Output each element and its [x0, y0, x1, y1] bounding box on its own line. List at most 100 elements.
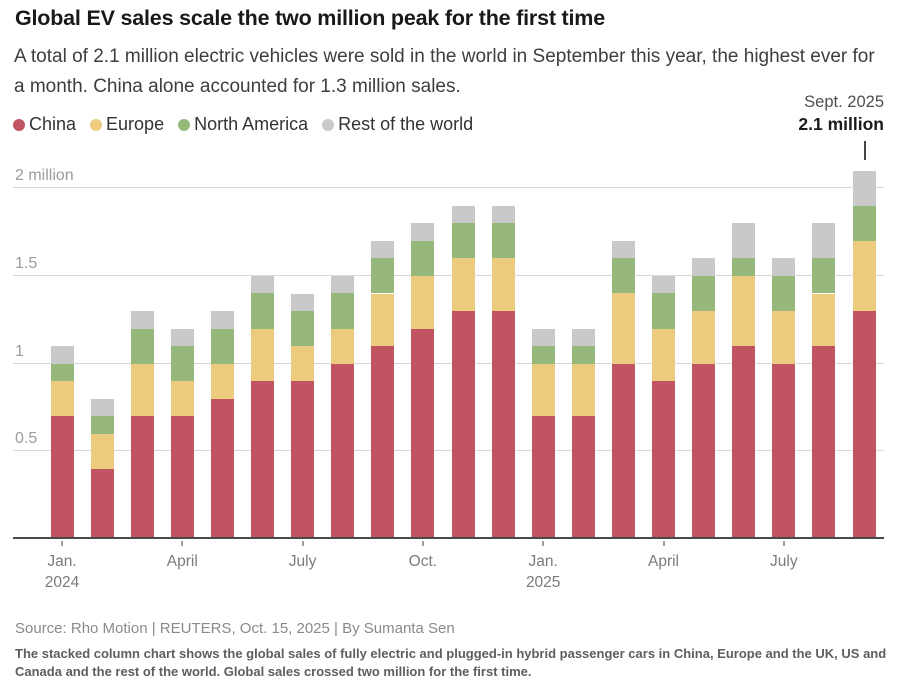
segment-north-america	[692, 275, 716, 311]
bar-dec-2024	[491, 150, 515, 539]
segment-china	[90, 468, 114, 539]
x-axis-label: Jan.	[47, 553, 77, 570]
segment-rest-of-the-world	[652, 275, 675, 294]
x-axis-tick	[181, 541, 184, 546]
bar-jun-2024	[251, 150, 274, 539]
segment-rest-of-the-world	[692, 258, 716, 276]
segment-china	[852, 311, 876, 539]
segment-rest-of-the-world	[732, 223, 756, 259]
segment-north-america	[732, 258, 756, 276]
y-axis-label: 0.5	[15, 430, 38, 448]
gridline-1-5	[13, 274, 884, 276]
peak-annotation: Sept. 2025 2.1 million	[798, 92, 884, 135]
segment-north-america	[451, 223, 475, 259]
bar-may-2024	[210, 150, 234, 539]
segment-rest-of-the-world	[611, 240, 635, 259]
segment-north-america	[812, 258, 836, 294]
peak-annotation-date: Sept. 2025	[804, 93, 884, 111]
segment-north-america	[291, 311, 315, 347]
segment-china	[210, 398, 234, 539]
segment-europe	[772, 311, 796, 364]
bar-apr-2024	[170, 150, 194, 539]
bar-nov-2024	[451, 150, 475, 539]
bar-sep-2024	[371, 150, 395, 539]
peak-annotation-pointer-line	[864, 141, 866, 160]
segment-china	[371, 346, 395, 539]
bar-jul-2025	[772, 150, 796, 539]
segment-china	[571, 416, 595, 539]
segment-rest-of-the-world	[331, 275, 355, 294]
gridline-2-million	[13, 187, 884, 189]
rest-of-the-world-dot-icon	[322, 118, 335, 131]
x-axis-label: April	[166, 553, 198, 570]
legend-item-north-america: North America	[178, 114, 308, 135]
segment-rest-of-the-world	[531, 328, 555, 347]
legend-item-europe: Europe	[90, 114, 164, 135]
segment-europe	[732, 275, 756, 347]
legend-label: China	[29, 114, 77, 134]
x-axis-year-label: 2024	[44, 574, 80, 591]
segment-europe	[210, 363, 234, 399]
segment-europe	[852, 240, 876, 311]
segment-china	[652, 381, 675, 539]
bar-apr-2025	[652, 150, 675, 539]
segment-north-america	[130, 328, 154, 364]
segment-rest-of-the-world	[170, 328, 194, 347]
north-america-dot-icon	[178, 118, 191, 131]
segment-china	[251, 381, 274, 539]
peak-annotation-value: 2.1 million	[798, 114, 884, 134]
legend-label: North America	[194, 114, 309, 134]
x-axis-label: Oct.	[408, 553, 438, 570]
segment-rest-of-the-world	[772, 258, 796, 276]
segment-europe	[611, 293, 635, 364]
segment-rest-of-the-world	[130, 311, 154, 329]
x-axis-label: July	[770, 553, 798, 570]
segment-rest-of-the-world	[251, 275, 274, 294]
x-axis-year-label: 2025	[525, 574, 561, 591]
y-axis-label: 1.5	[15, 254, 38, 272]
segment-rest-of-the-world	[571, 328, 595, 347]
x-axis-tick	[61, 541, 63, 546]
segment-europe	[491, 258, 515, 311]
segment-europe	[291, 346, 315, 382]
x-axis-tick	[542, 541, 545, 546]
x-axis-tick	[662, 541, 665, 546]
segment-north-america	[852, 205, 876, 241]
plot-area: 0.5 1 1.5 2 million Jan. 2024 April July Oct. Jan…	[13, 150, 884, 591]
segment-north-america	[251, 293, 274, 329]
segment-rest-of-the-world	[291, 293, 315, 311]
segment-north-america	[50, 363, 74, 382]
methodology-note: The stacked column chart shows the globa…	[15, 646, 887, 679]
segment-rest-of-the-world	[371, 240, 395, 259]
gridline-1	[13, 362, 884, 364]
segment-europe	[411, 275, 435, 329]
segment-china	[50, 416, 74, 539]
segment-china	[812, 346, 836, 539]
europe-dot-icon	[90, 118, 103, 131]
segment-europe	[130, 363, 154, 417]
legend: China Europe North America Rest of the worl…	[13, 114, 473, 135]
legend-label: Europe	[106, 114, 165, 134]
y-axis-label: 1	[15, 342, 24, 360]
legend-item-china: China	[13, 114, 76, 135]
bar-jul-2024	[291, 150, 315, 539]
bar-jan-2025	[531, 150, 555, 539]
segment-china	[772, 363, 796, 539]
bar-oct-2024	[411, 150, 435, 539]
segment-rest-of-the-world	[411, 223, 435, 241]
segment-china	[611, 363, 635, 539]
segment-north-america	[411, 240, 435, 276]
segment-north-america	[571, 346, 595, 364]
x-axis-baseline	[13, 537, 884, 539]
segment-north-america	[90, 416, 114, 434]
bar-aug-2025	[812, 150, 836, 539]
segment-europe	[170, 381, 194, 417]
segment-china	[732, 346, 756, 539]
x-axis-label: July	[288, 553, 317, 570]
segment-rest-of-the-world	[491, 205, 515, 224]
source-line: Source: Rho Motion | REUTERS, Oct. 15, 2…	[15, 620, 455, 637]
x-axis-label: Jan.	[528, 553, 558, 570]
segment-north-america	[531, 346, 555, 364]
segment-rest-of-the-world	[50, 346, 74, 364]
